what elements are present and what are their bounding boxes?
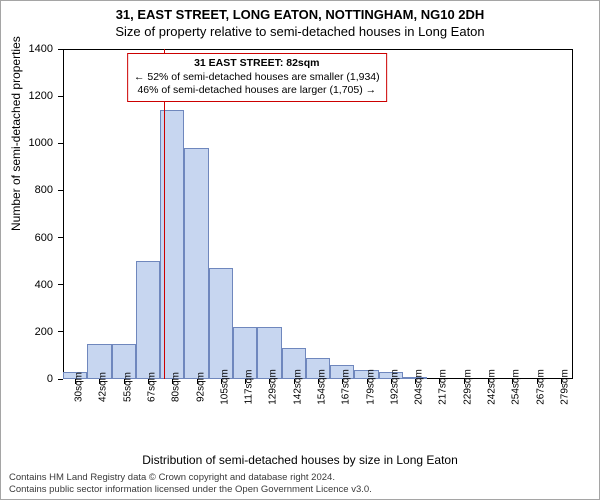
x-tick-label: 179sqm [365, 369, 376, 405]
y-tick-mark [58, 49, 63, 50]
x-tick-label: 217sqm [438, 369, 449, 405]
y-axis-right-line [572, 49, 573, 379]
x-tick-label: 254sqm [511, 369, 522, 405]
y-tick-label: 1200 [29, 90, 53, 102]
y-tick-label: 800 [35, 184, 53, 196]
x-axis-label: Distribution of semi-detached houses by … [1, 453, 599, 467]
x-tick-label: 129sqm [268, 369, 279, 405]
x-tick-label: 167sqm [341, 369, 352, 405]
x-tick-label: 117sqm [244, 370, 255, 405]
x-tick-label: 192sqm [389, 369, 400, 405]
x-tick-label: 267sqm [535, 369, 546, 405]
y-tick-mark [58, 284, 63, 285]
x-tick-label: 80sqm [171, 372, 182, 402]
x-tick-label: 242sqm [487, 369, 498, 405]
annotation-line-2: ← 52% of semi-detached houses are smalle… [134, 71, 380, 85]
histogram-bar [136, 261, 160, 379]
chart-title-subtitle: Size of property relative to semi-detach… [1, 24, 599, 39]
y-axis-line [63, 49, 64, 379]
y-tick-label: 600 [35, 232, 53, 244]
annotation-line-3: 46% of semi-detached houses are larger (… [134, 84, 380, 98]
attribution-text: Contains HM Land Registry data © Crown c… [9, 472, 591, 495]
x-tick-label: 229sqm [462, 369, 473, 405]
attribution-line-1: Contains HM Land Registry data © Crown c… [9, 472, 591, 483]
histogram-bar [209, 268, 233, 379]
x-tick-label: 142sqm [292, 369, 303, 405]
annotation-box: 31 EAST STREET: 82sqm← 52% of semi-detac… [127, 53, 387, 102]
chart-title-address: 31, EAST STREET, LONG EATON, NOTTINGHAM,… [1, 7, 599, 22]
x-tick-label: 42sqm [98, 372, 109, 402]
annotation-line-1: 31 EAST STREET: 82sqm [134, 57, 380, 71]
plot-area: 020040060080010001200140030sqm42sqm55sqm… [63, 49, 573, 379]
x-tick-label: 105sqm [219, 369, 230, 405]
x-axis-top-line [63, 49, 573, 50]
attribution-line-2: Contains public sector information licen… [9, 484, 591, 495]
chart-container: 31, EAST STREET, LONG EATON, NOTTINGHAM,… [0, 0, 600, 500]
histogram-bar [184, 148, 208, 379]
x-tick-label: 30sqm [74, 372, 85, 402]
y-tick-label: 1400 [29, 43, 53, 55]
y-tick-mark [58, 143, 63, 144]
y-axis-label: Number of semi-detached properties [9, 36, 23, 231]
x-tick-label: 279sqm [559, 369, 570, 405]
y-tick-mark [58, 190, 63, 191]
y-tick-label: 1000 [29, 137, 53, 149]
x-tick-label: 204sqm [414, 369, 425, 405]
y-tick-mark [58, 331, 63, 332]
y-tick-label: 400 [35, 279, 53, 291]
x-tick-label: 55sqm [122, 372, 133, 402]
y-tick-label: 0 [47, 373, 53, 385]
y-tick-mark [58, 96, 63, 97]
y-tick-mark [58, 237, 63, 238]
x-tick-label: 154sqm [317, 369, 328, 405]
x-tick-label: 67sqm [147, 372, 158, 402]
y-tick-label: 200 [35, 326, 53, 338]
x-tick-label: 92sqm [195, 372, 206, 402]
